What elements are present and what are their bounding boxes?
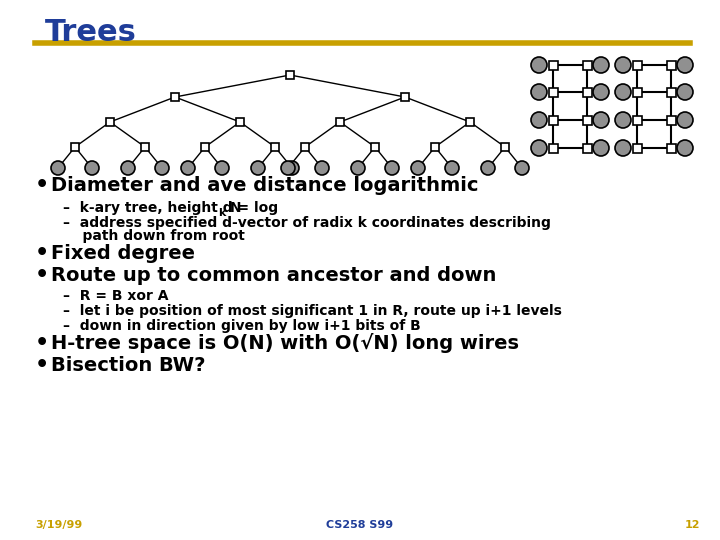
Circle shape bbox=[315, 161, 329, 175]
Circle shape bbox=[593, 112, 609, 128]
Circle shape bbox=[155, 161, 169, 175]
Bar bbox=[171, 93, 179, 101]
Text: •: • bbox=[35, 265, 49, 285]
Bar bbox=[401, 93, 409, 101]
Circle shape bbox=[281, 161, 295, 175]
Bar bbox=[667, 60, 675, 70]
Text: 3/19/99: 3/19/99 bbox=[35, 520, 82, 530]
Bar bbox=[632, 87, 642, 97]
Bar bbox=[371, 143, 379, 151]
Text: •: • bbox=[35, 175, 49, 195]
Circle shape bbox=[215, 161, 229, 175]
Bar bbox=[201, 143, 209, 151]
Circle shape bbox=[677, 57, 693, 73]
Bar bbox=[582, 60, 592, 70]
Circle shape bbox=[181, 161, 195, 175]
Text: •: • bbox=[35, 333, 49, 353]
Bar bbox=[582, 87, 592, 97]
Bar bbox=[632, 60, 642, 70]
Circle shape bbox=[677, 84, 693, 100]
Bar bbox=[301, 143, 309, 151]
Circle shape bbox=[593, 140, 609, 156]
Circle shape bbox=[481, 161, 495, 175]
Circle shape bbox=[85, 161, 99, 175]
Text: –  address specified d-vector of radix k coordinates describing: – address specified d-vector of radix k … bbox=[63, 216, 551, 230]
Circle shape bbox=[615, 112, 631, 128]
Bar bbox=[549, 60, 557, 70]
Bar bbox=[286, 71, 294, 79]
Circle shape bbox=[351, 161, 365, 175]
Bar bbox=[106, 118, 114, 126]
Circle shape bbox=[615, 84, 631, 100]
Circle shape bbox=[515, 161, 529, 175]
Bar bbox=[549, 116, 557, 125]
Bar bbox=[667, 144, 675, 152]
Circle shape bbox=[677, 112, 693, 128]
Circle shape bbox=[593, 57, 609, 73]
Text: –  R = B xor A: – R = B xor A bbox=[63, 289, 168, 303]
Bar bbox=[632, 144, 642, 152]
Circle shape bbox=[677, 140, 693, 156]
Text: N: N bbox=[225, 201, 241, 215]
Circle shape bbox=[593, 84, 609, 100]
Bar bbox=[336, 118, 344, 126]
Text: •: • bbox=[35, 355, 49, 375]
Circle shape bbox=[285, 161, 299, 175]
Circle shape bbox=[121, 161, 135, 175]
Circle shape bbox=[385, 161, 399, 175]
Circle shape bbox=[51, 161, 65, 175]
Text: CS258 S99: CS258 S99 bbox=[326, 520, 394, 530]
Bar bbox=[667, 87, 675, 97]
Bar bbox=[431, 143, 439, 151]
Text: Fixed degree: Fixed degree bbox=[51, 244, 195, 263]
Text: Trees: Trees bbox=[45, 18, 137, 47]
Bar bbox=[236, 118, 244, 126]
Bar bbox=[632, 116, 642, 125]
Circle shape bbox=[251, 161, 265, 175]
Circle shape bbox=[531, 112, 547, 128]
Circle shape bbox=[615, 140, 631, 156]
Text: –  down in direction given by low i+1 bits of B: – down in direction given by low i+1 bit… bbox=[63, 319, 420, 333]
Text: •: • bbox=[35, 243, 49, 263]
Circle shape bbox=[445, 161, 459, 175]
Text: k: k bbox=[218, 208, 225, 218]
Circle shape bbox=[531, 57, 547, 73]
Text: 12: 12 bbox=[685, 520, 700, 530]
Text: Route up to common ancestor and down: Route up to common ancestor and down bbox=[51, 266, 496, 285]
Bar bbox=[271, 143, 279, 151]
Circle shape bbox=[531, 84, 547, 100]
Text: H-tree space is O(N) with O(√N) long wires: H-tree space is O(N) with O(√N) long wir… bbox=[51, 333, 519, 353]
Text: –  let i be position of most significant 1 in R, route up i+1 levels: – let i be position of most significant … bbox=[63, 304, 562, 318]
Bar bbox=[466, 118, 474, 126]
Circle shape bbox=[411, 161, 425, 175]
Text: Diameter and ave distance logarithmic: Diameter and ave distance logarithmic bbox=[51, 176, 479, 195]
Bar bbox=[582, 116, 592, 125]
Bar bbox=[71, 143, 79, 151]
Text: –  k-ary tree, height d = log: – k-ary tree, height d = log bbox=[63, 201, 278, 215]
Bar bbox=[549, 144, 557, 152]
Bar bbox=[501, 143, 509, 151]
Bar bbox=[582, 144, 592, 152]
Text: Bisection BW?: Bisection BW? bbox=[51, 356, 205, 375]
Circle shape bbox=[531, 140, 547, 156]
Bar bbox=[549, 87, 557, 97]
Bar bbox=[141, 143, 149, 151]
Circle shape bbox=[615, 57, 631, 73]
Text: path down from root: path down from root bbox=[63, 229, 245, 243]
Bar bbox=[667, 116, 675, 125]
